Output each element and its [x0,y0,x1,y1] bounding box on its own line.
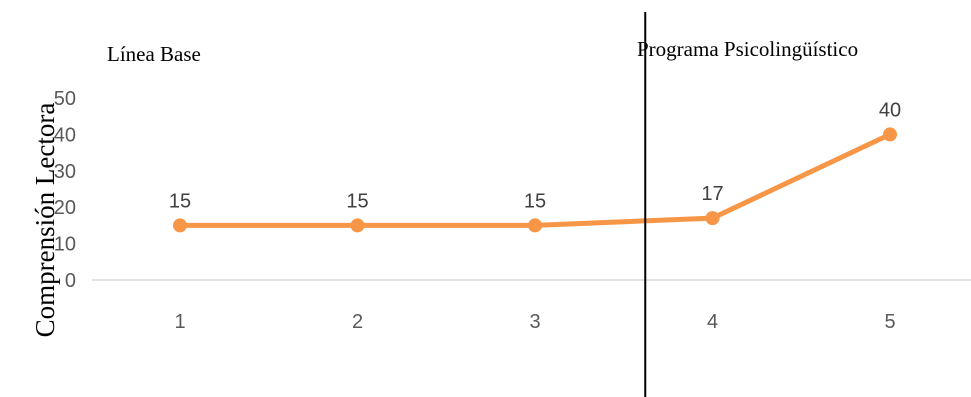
data-labels: 15 15 15 17 40 [169,99,901,212]
data-point [705,211,720,226]
data-label: 17 [701,183,723,205]
x-tick-label: 2 [352,311,363,333]
data-label: 15 [346,190,368,212]
y-tick-labels: 0 10 20 30 40 50 [54,88,76,292]
y-axis-title: Comprensión Lectora [30,103,60,338]
data-label: 40 [879,99,901,121]
data-label: 15 [524,190,546,212]
data-label: 15 [169,190,191,212]
phase-label-program: Programa Psicolingüístico [637,37,858,61]
data-points [173,127,897,233]
y-tick-label: 10 [54,234,76,256]
y-tick-label: 0 [65,270,76,292]
y-tick-label: 50 [54,88,76,110]
data-point [883,127,897,142]
phase-label-baseline: Línea Base [107,42,201,66]
y-tick-label: 20 [54,197,76,219]
x-tick-label: 3 [529,311,540,333]
x-tick-label: 5 [884,311,895,333]
x-tick-label: 4 [707,311,718,333]
y-tick-label: 40 [54,124,76,146]
x-tick-labels: 1 2 3 4 5 [174,311,895,333]
data-point [528,218,542,233]
x-tick-label: 1 [174,311,185,333]
y-tick-label: 30 [54,161,76,183]
data-point [173,218,187,233]
data-point [350,218,365,233]
